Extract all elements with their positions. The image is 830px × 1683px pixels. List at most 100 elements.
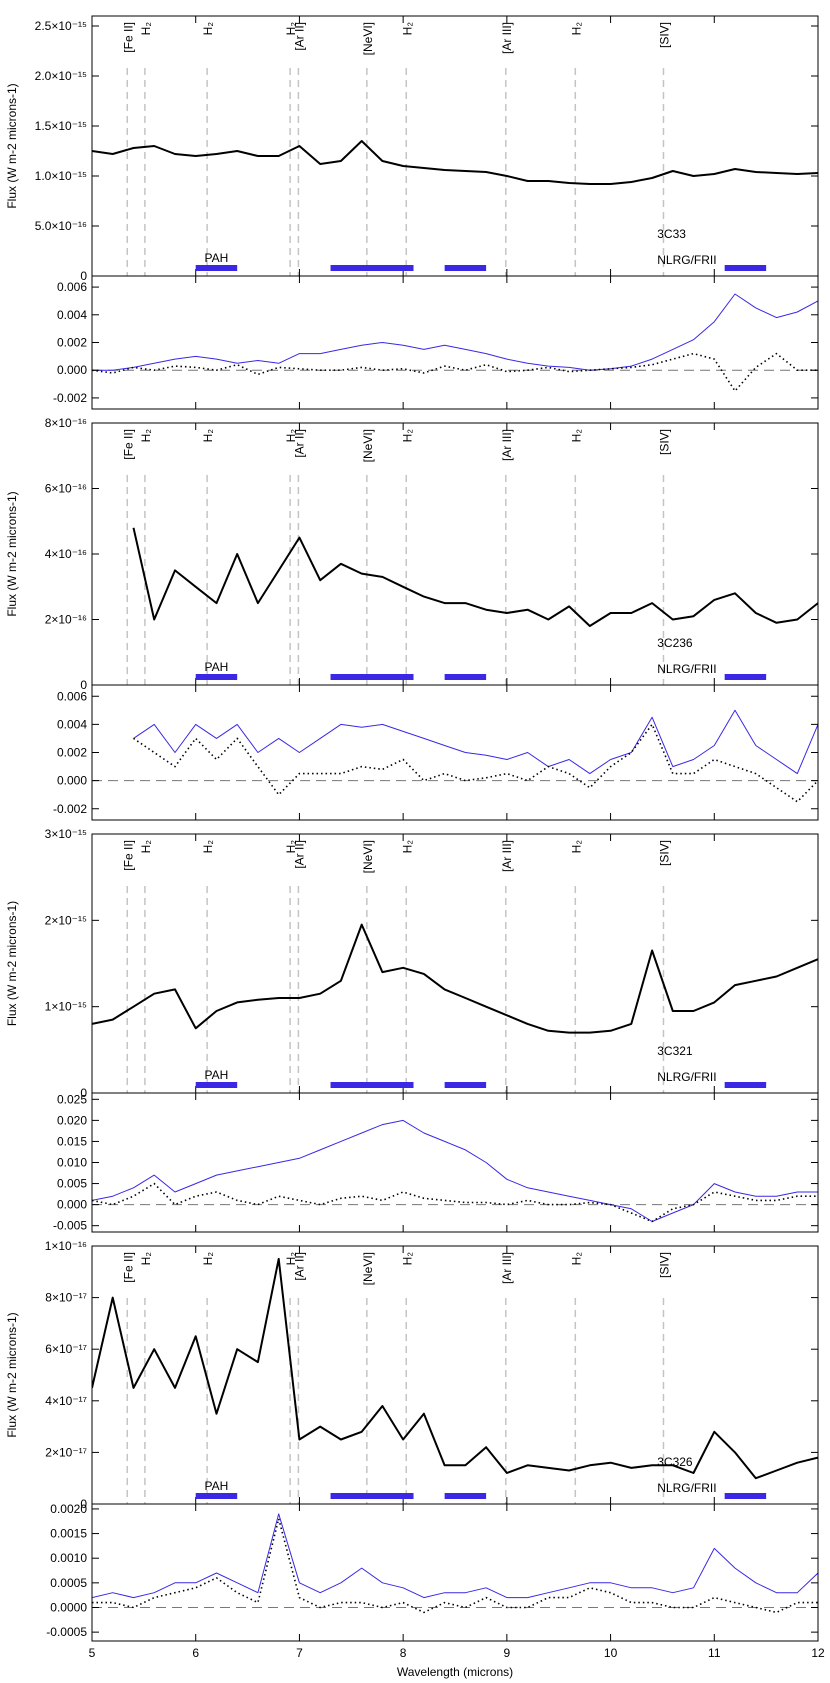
feature-label: H₂ bbox=[201, 22, 215, 36]
y-tick-label: 4×10⁻¹⁶ bbox=[45, 547, 87, 561]
feature-label: H₂ bbox=[400, 429, 414, 443]
y-tick-label: 0.0000 bbox=[50, 1600, 87, 1614]
feature-label: H₂ bbox=[201, 429, 215, 443]
y-tick-label: 2.5×10⁻¹⁵ bbox=[35, 19, 87, 33]
object-class: NLRG/FRII bbox=[657, 1481, 716, 1495]
x-axis-title: Wavelength (microns) bbox=[397, 1665, 513, 1679]
panel-frame bbox=[91, 833, 819, 1094]
object-class: NLRG/FRII bbox=[657, 253, 716, 267]
feature-label: H₂ bbox=[400, 840, 414, 854]
y-axis-title: Flux (W m-2 microns-1) bbox=[5, 83, 19, 208]
x-tick-label: 10 bbox=[604, 1646, 618, 1660]
feature-label: [Fe II] bbox=[121, 1252, 135, 1283]
y-tick-label: 0.000 bbox=[57, 363, 87, 377]
feature-label: H₂ bbox=[139, 1252, 153, 1266]
y-tick-label: 0.006 bbox=[57, 280, 87, 294]
y-tick-label: 0.006 bbox=[57, 689, 87, 703]
y-tick-label: 0.002 bbox=[57, 336, 87, 350]
feature-label: [Fe II] bbox=[121, 22, 135, 53]
pah-band bbox=[724, 674, 767, 680]
data-line bbox=[92, 1513, 818, 1599]
data-line bbox=[92, 1257, 818, 1480]
y-tick-label: 2×10⁻¹⁵ bbox=[45, 913, 87, 927]
data-line bbox=[92, 140, 818, 185]
pah-label: PAH bbox=[205, 660, 229, 674]
y-tick-label: 6×10⁻¹⁶ bbox=[45, 482, 87, 496]
y-tick-label: 3×10⁻¹⁵ bbox=[45, 827, 87, 841]
feature-label: [Ar III] bbox=[500, 22, 514, 54]
x-tick-label: 12 bbox=[811, 1646, 825, 1660]
feature-label: [Ar II] bbox=[292, 429, 306, 458]
feature-label: [SIV] bbox=[657, 22, 671, 48]
feature-label: [Fe II] bbox=[121, 429, 135, 460]
data-line bbox=[133, 709, 818, 775]
pah-label: PAH bbox=[205, 1479, 229, 1493]
y-tick-label: 0.025 bbox=[57, 1092, 87, 1106]
x-tick-label: 5 bbox=[89, 1646, 96, 1660]
y-tick-label: 2×10⁻¹⁷ bbox=[45, 1445, 87, 1459]
pah-label: PAH bbox=[205, 251, 229, 265]
object-name: 3C33 bbox=[657, 227, 686, 241]
object-name: 3C321 bbox=[657, 1044, 693, 1058]
pah-band bbox=[330, 265, 414, 271]
pah-band bbox=[444, 674, 487, 680]
feature-label: [NeVI] bbox=[361, 1252, 375, 1285]
panel-frame bbox=[91, 684, 819, 821]
y-tick-label: 0.010 bbox=[57, 1156, 87, 1170]
feature-label: [Ar II] bbox=[292, 1252, 306, 1281]
plot-area bbox=[92, 68, 818, 276]
feature-label: [Ar III] bbox=[500, 840, 514, 872]
y-tick-label: 0.005 bbox=[57, 1177, 87, 1191]
panel: 0 5.0×10⁻¹⁶ 1.0×10⁻¹⁵ 1.5×10⁻¹⁵ 2.0×10⁻¹⁵ 2.5… bbox=[5, 15, 819, 283]
panel: 0 2×10⁻¹⁷ 4×10⁻¹⁷ 6×10⁻¹⁷ 8×10⁻¹⁷ 1×10⁻¹⁶ Flux… bbox=[5, 1239, 819, 1511]
feature-label: [Ar III] bbox=[500, 429, 514, 461]
panel-frame bbox=[91, 275, 819, 410]
y-tick-label: -0.002 bbox=[53, 391, 87, 405]
data-line bbox=[92, 1518, 818, 1614]
panel: -0.005 0.000 0.005 0.010 0.015 0.020 0.025 bbox=[53, 1092, 819, 1233]
feature-label: H₂ bbox=[569, 22, 583, 36]
plot-area bbox=[92, 1513, 818, 1614]
feature-label: H₂ bbox=[284, 1252, 298, 1266]
feature-label: H₂ bbox=[201, 840, 215, 854]
feature-label: H₂ bbox=[400, 1252, 414, 1266]
feature-label: H₂ bbox=[284, 429, 298, 443]
feature-label: H₂ bbox=[139, 429, 153, 443]
pah-band bbox=[195, 1493, 238, 1499]
feature-label: [Ar III] bbox=[500, 1252, 514, 1284]
y-tick-label: 0.0015 bbox=[50, 1527, 87, 1541]
pah-band bbox=[195, 674, 238, 680]
y-tick-label: 0.002 bbox=[57, 746, 87, 760]
feature-label: H₂ bbox=[284, 840, 298, 854]
x-tick-label: 9 bbox=[504, 1646, 511, 1660]
data-line bbox=[92, 1182, 818, 1223]
y-tick-label: 0.000 bbox=[57, 774, 87, 788]
plot-area bbox=[92, 1119, 818, 1223]
pah-band bbox=[444, 1082, 487, 1088]
feature-label: [SIV] bbox=[657, 840, 671, 866]
pah-band bbox=[724, 1082, 767, 1088]
feature-label: [Ar II] bbox=[292, 22, 306, 51]
panel: -0.0005 0.0000 0.0005 0.0010 0.0015 0.0020 5 6 7… bbox=[46, 1502, 825, 1679]
pah-band bbox=[724, 1493, 767, 1499]
y-tick-label: -0.005 bbox=[53, 1219, 87, 1233]
data-line bbox=[92, 923, 818, 1034]
plot-area bbox=[92, 709, 818, 803]
pah-band bbox=[444, 265, 487, 271]
feature-label: H₂ bbox=[284, 22, 298, 36]
plot-area bbox=[92, 1257, 818, 1504]
y-tick-label: 0.000 bbox=[57, 1198, 87, 1212]
feature-label: [Ar II] bbox=[292, 840, 306, 869]
object-class: NLRG/FRII bbox=[657, 662, 716, 676]
object-class: NLRG/FRII bbox=[657, 1070, 716, 1084]
data-line bbox=[92, 293, 818, 371]
y-tick-label: 0.004 bbox=[57, 717, 87, 731]
y-tick-label: 0 bbox=[80, 269, 87, 283]
y-tick-label: 8×10⁻¹⁷ bbox=[45, 1291, 87, 1305]
pah-label: PAH bbox=[205, 1068, 229, 1082]
feature-label: H₂ bbox=[400, 22, 414, 36]
y-tick-label: 0.004 bbox=[57, 308, 87, 322]
feature-label: H₂ bbox=[569, 1252, 583, 1266]
y-axis-title: Flux (W m-2 microns-1) bbox=[5, 491, 19, 616]
data-line bbox=[92, 1119, 818, 1222]
